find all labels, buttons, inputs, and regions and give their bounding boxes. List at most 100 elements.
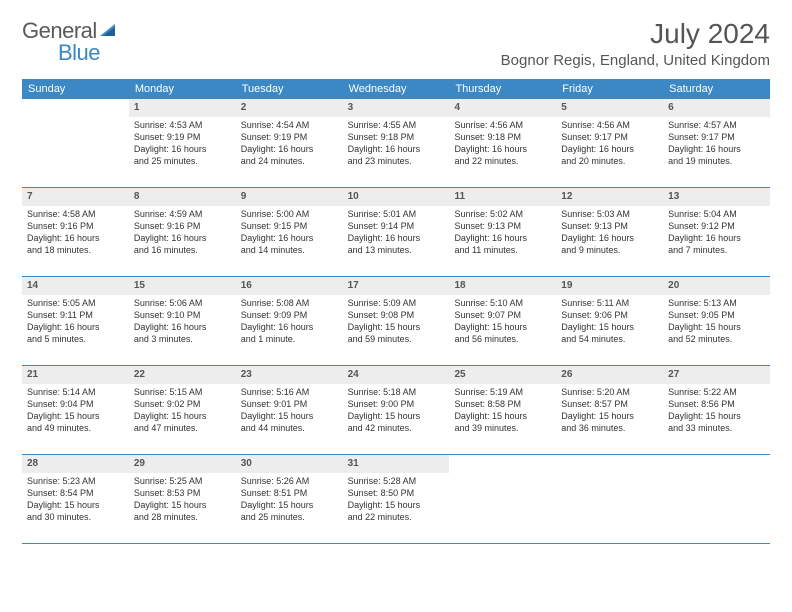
day-text: Sunrise: 5:09 AMSunset: 9:08 PMDaylight:… (343, 295, 450, 350)
daylight-text: and 36 minutes. (561, 422, 658, 434)
sunset-text: Sunset: 9:07 PM (454, 309, 551, 321)
sunrise-text: Sunrise: 5:25 AM (134, 475, 231, 487)
daylight-text: and 44 minutes. (241, 422, 338, 434)
day-number: 18 (449, 277, 556, 295)
day-header: Friday (556, 79, 663, 99)
daylight-text: and 18 minutes. (27, 244, 124, 256)
day-number: 24 (343, 366, 450, 384)
sunset-text: Sunset: 9:13 PM (561, 220, 658, 232)
sunset-text: Sunset: 9:10 PM (134, 309, 231, 321)
day-cell: 26Sunrise: 5:20 AMSunset: 8:57 PMDayligh… (556, 366, 663, 454)
header: General Blue July 2024 Bognor Regis, Eng… (22, 18, 770, 69)
daylight-text: Daylight: 16 hours (348, 232, 445, 244)
sunrise-text: Sunrise: 5:14 AM (27, 386, 124, 398)
day-cell: 30Sunrise: 5:26 AMSunset: 8:51 PMDayligh… (236, 455, 343, 543)
day-cell: 18Sunrise: 5:10 AMSunset: 9:07 PMDayligh… (449, 277, 556, 365)
sunrise-text: Sunrise: 5:00 AM (241, 208, 338, 220)
sunrise-text: Sunrise: 4:53 AM (134, 119, 231, 131)
sunrise-text: Sunrise: 5:26 AM (241, 475, 338, 487)
day-cell (22, 99, 129, 187)
daylight-text: and 24 minutes. (241, 155, 338, 167)
sunset-text: Sunset: 9:16 PM (134, 220, 231, 232)
day-number: 1 (129, 99, 236, 117)
day-text: Sunrise: 5:00 AMSunset: 9:15 PMDaylight:… (236, 206, 343, 261)
day-text: Sunrise: 4:53 AMSunset: 9:19 PMDaylight:… (129, 117, 236, 172)
daylight-text: and 14 minutes. (241, 244, 338, 256)
sunset-text: Sunset: 9:11 PM (27, 309, 124, 321)
day-number: 31 (343, 455, 450, 473)
daylight-text: and 3 minutes. (134, 333, 231, 345)
day-number: 13 (663, 188, 770, 206)
daylight-text: Daylight: 15 hours (134, 499, 231, 511)
day-text: Sunrise: 5:23 AMSunset: 8:54 PMDaylight:… (22, 473, 129, 528)
day-cell: 19Sunrise: 5:11 AMSunset: 9:06 PMDayligh… (556, 277, 663, 365)
daylight-text: and 54 minutes. (561, 333, 658, 345)
sunset-text: Sunset: 8:53 PM (134, 487, 231, 499)
day-text: Sunrise: 5:15 AMSunset: 9:02 PMDaylight:… (129, 384, 236, 439)
sunset-text: Sunset: 8:50 PM (348, 487, 445, 499)
day-number: 14 (22, 277, 129, 295)
week-row: 1Sunrise: 4:53 AMSunset: 9:19 PMDaylight… (22, 99, 770, 188)
day-cell: 22Sunrise: 5:15 AMSunset: 9:02 PMDayligh… (129, 366, 236, 454)
day-text: Sunrise: 4:59 AMSunset: 9:16 PMDaylight:… (129, 206, 236, 261)
sunset-text: Sunset: 9:08 PM (348, 309, 445, 321)
sunset-text: Sunset: 8:54 PM (27, 487, 124, 499)
day-number: 17 (343, 277, 450, 295)
daylight-text: Daylight: 16 hours (348, 143, 445, 155)
day-text: Sunrise: 4:55 AMSunset: 9:18 PMDaylight:… (343, 117, 450, 172)
day-cell: 24Sunrise: 5:18 AMSunset: 9:00 PMDayligh… (343, 366, 450, 454)
daylight-text: and 7 minutes. (668, 244, 765, 256)
daylight-text: Daylight: 16 hours (27, 321, 124, 333)
week-row: 14Sunrise: 5:05 AMSunset: 9:11 PMDayligh… (22, 277, 770, 366)
day-cell: 6Sunrise: 4:57 AMSunset: 9:17 PMDaylight… (663, 99, 770, 187)
day-text: Sunrise: 5:16 AMSunset: 9:01 PMDaylight:… (236, 384, 343, 439)
daylight-text: Daylight: 15 hours (454, 321, 551, 333)
day-number: 16 (236, 277, 343, 295)
day-text: Sunrise: 4:58 AMSunset: 9:16 PMDaylight:… (22, 206, 129, 261)
daylight-text: Daylight: 15 hours (561, 321, 658, 333)
day-cell: 3Sunrise: 4:55 AMSunset: 9:18 PMDaylight… (343, 99, 450, 187)
sunrise-text: Sunrise: 5:09 AM (348, 297, 445, 309)
day-text: Sunrise: 5:25 AMSunset: 8:53 PMDaylight:… (129, 473, 236, 528)
day-number: 10 (343, 188, 450, 206)
calendar: SundayMondayTuesdayWednesdayThursdayFrid… (22, 79, 770, 544)
sunset-text: Sunset: 9:17 PM (668, 131, 765, 143)
sunrise-text: Sunrise: 5:06 AM (134, 297, 231, 309)
daylight-text: Daylight: 16 hours (134, 143, 231, 155)
day-number: 21 (22, 366, 129, 384)
day-number: 3 (343, 99, 450, 117)
day-number: 11 (449, 188, 556, 206)
sunset-text: Sunset: 9:18 PM (348, 131, 445, 143)
day-number: 9 (236, 188, 343, 206)
day-cell: 16Sunrise: 5:08 AMSunset: 9:09 PMDayligh… (236, 277, 343, 365)
sunset-text: Sunset: 9:00 PM (348, 398, 445, 410)
sunrise-text: Sunrise: 5:22 AM (668, 386, 765, 398)
daylight-text: and 33 minutes. (668, 422, 765, 434)
sunrise-text: Sunrise: 4:57 AM (668, 119, 765, 131)
day-text: Sunrise: 5:02 AMSunset: 9:13 PMDaylight:… (449, 206, 556, 261)
sunset-text: Sunset: 8:58 PM (454, 398, 551, 410)
day-number: 2 (236, 99, 343, 117)
day-text: Sunrise: 4:54 AMSunset: 9:19 PMDaylight:… (236, 117, 343, 172)
sunrise-text: Sunrise: 4:56 AM (454, 119, 551, 131)
sunrise-text: Sunrise: 5:13 AM (668, 297, 765, 309)
day-text: Sunrise: 5:20 AMSunset: 8:57 PMDaylight:… (556, 384, 663, 439)
day-cell: 25Sunrise: 5:19 AMSunset: 8:58 PMDayligh… (449, 366, 556, 454)
title-block: July 2024 Bognor Regis, England, United … (501, 18, 770, 69)
daylight-text: Daylight: 15 hours (134, 410, 231, 422)
day-number: 29 (129, 455, 236, 473)
daylight-text: and 11 minutes. (454, 244, 551, 256)
daylight-text: Daylight: 16 hours (241, 321, 338, 333)
daylight-text: Daylight: 15 hours (348, 499, 445, 511)
week-row: 7Sunrise: 4:58 AMSunset: 9:16 PMDaylight… (22, 188, 770, 277)
sunset-text: Sunset: 9:16 PM (27, 220, 124, 232)
day-text: Sunrise: 5:13 AMSunset: 9:05 PMDaylight:… (663, 295, 770, 350)
daylight-text: and 59 minutes. (348, 333, 445, 345)
day-header: Wednesday (343, 79, 450, 99)
day-text: Sunrise: 5:22 AMSunset: 8:56 PMDaylight:… (663, 384, 770, 439)
location-text: Bognor Regis, England, United Kingdom (501, 52, 770, 69)
day-cell (663, 455, 770, 543)
sunrise-text: Sunrise: 5:08 AM (241, 297, 338, 309)
logo-triangle-icon (100, 21, 118, 42)
sunrise-text: Sunrise: 4:58 AM (27, 208, 124, 220)
